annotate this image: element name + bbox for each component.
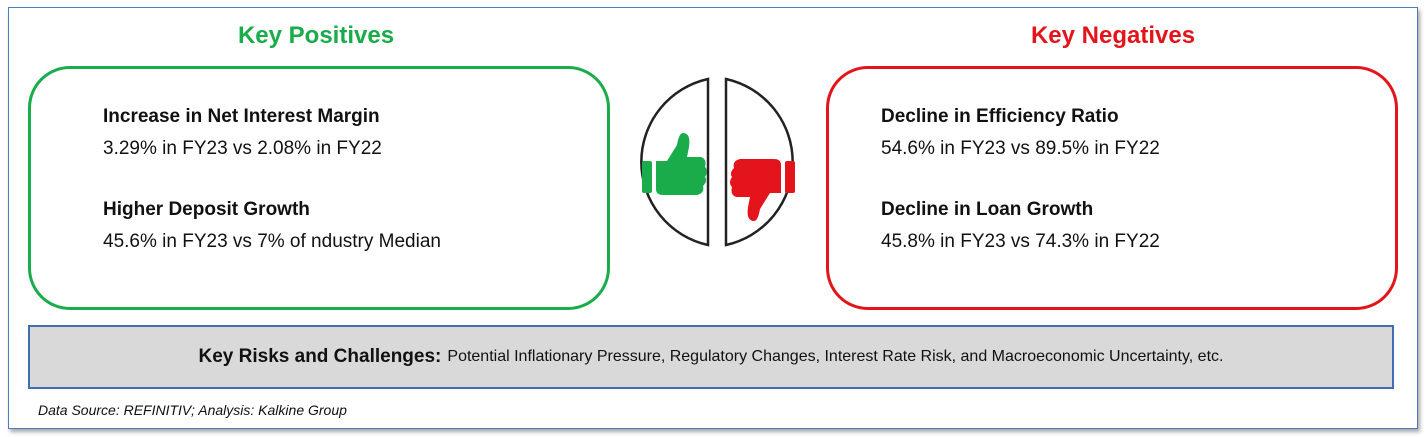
item-detail: 45.6% in FY23 vs 7% of ndustry Median (103, 231, 441, 252)
positives-title: Key Positives (237, 22, 395, 49)
negative-item: Decline in Loan Growth 45.8% in FY23 vs … (881, 194, 1160, 258)
item-detail: 54.6% in FY23 vs 89.5% in FY22 (881, 138, 1160, 159)
risks-bar: Key Risks and Challenges: Potential Infl… (28, 325, 1394, 389)
item-detail: 45.8% in FY23 vs 74.3% in FY22 (881, 231, 1160, 252)
positives-box: Increase in Net Interest Margin 3.29% in… (28, 66, 610, 310)
negatives-box: Decline in Efficiency Ratio 54.6% in FY2… (826, 66, 1398, 310)
source-note: Data Source: REFINITIV; Analysis: Kalkin… (38, 402, 347, 418)
positive-item: Higher Deposit Growth 45.6% in FY23 vs 7… (103, 194, 441, 258)
item-heading: Increase in Net Interest Margin (103, 106, 380, 127)
risks-label: Key Risks and Challenges: (198, 346, 442, 367)
item-heading: Decline in Loan Growth (881, 199, 1094, 220)
item-heading: Higher Deposit Growth (103, 199, 310, 220)
item-detail: 3.29% in FY23 vs 2.08% in FY22 (103, 138, 382, 159)
thumbs-down (730, 159, 795, 221)
risks-text: Potential Inflationary Pressure, Regulat… (447, 348, 1224, 365)
negatives-title: Key Negatives (1030, 22, 1196, 49)
thumbs-icon (640, 77, 795, 247)
thumbs-up (642, 133, 707, 195)
item-heading: Decline in Efficiency Ratio (881, 106, 1119, 127)
positive-item: Increase in Net Interest Margin 3.29% in… (103, 101, 382, 165)
negative-item: Decline in Efficiency Ratio 54.6% in FY2… (881, 101, 1160, 165)
